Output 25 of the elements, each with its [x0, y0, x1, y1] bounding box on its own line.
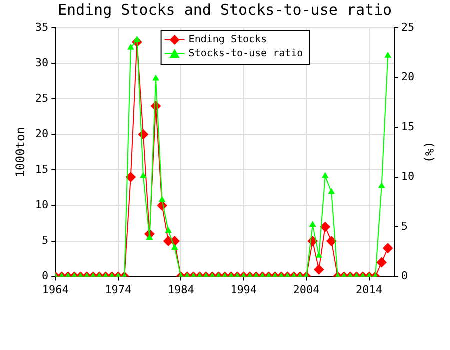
x-tick-label: 1994 [230, 283, 258, 296]
y-tick-label: 30 [35, 56, 49, 70]
y-tick-label: 15 [35, 163, 49, 176]
x-tick-label: 2014 [356, 283, 383, 296]
y2-tick-label: 25 [401, 20, 415, 34]
y-tick-label: 35 [35, 20, 49, 34]
x-tick-label: 2004 [293, 283, 320, 296]
y2-tick-label: 0 [401, 270, 408, 283]
x-tick-label: 1974 [105, 283, 132, 296]
y-axis-title: 1000ton [13, 127, 28, 178]
y2-axis-title: (%) [422, 142, 437, 164]
legend-label: Ending Stocks [188, 34, 268, 46]
legend-label: Stocks-to-use ratio [188, 48, 304, 60]
x-tick-label: 1984 [168, 283, 195, 296]
y2-tick-label: 15 [401, 120, 415, 134]
y-tick-label: 5 [42, 234, 49, 248]
y-tick-label: 20 [35, 127, 49, 140]
y2-tick-label: 5 [401, 220, 408, 233]
x-tick-label: 1964 [42, 283, 70, 296]
y2-tick-label: 20 [401, 70, 415, 84]
y-tick-label: 25 [35, 92, 49, 105]
y-tick-label: 0 [42, 270, 49, 283]
y-tick-label: 10 [35, 198, 49, 212]
y2-tick-label: 10 [401, 170, 415, 184]
chart-title: Ending Stocks and Stocks-to-use ratio [58, 0, 392, 19]
